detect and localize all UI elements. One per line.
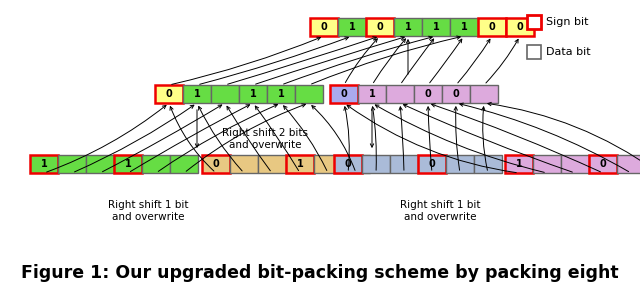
Bar — [334, 155, 362, 173]
Bar — [394, 18, 422, 36]
Bar — [86, 155, 114, 173]
Bar — [310, 18, 338, 36]
Bar — [505, 155, 533, 173]
Bar — [366, 18, 394, 36]
Bar — [533, 155, 561, 173]
Text: 0: 0 — [166, 89, 172, 99]
Bar — [386, 85, 414, 103]
Bar — [362, 155, 390, 173]
Bar — [114, 155, 142, 173]
Bar — [58, 155, 86, 173]
Bar — [202, 155, 230, 173]
Bar — [142, 155, 170, 173]
Text: 1: 1 — [516, 159, 522, 169]
Bar — [155, 85, 183, 103]
Bar — [358, 85, 386, 103]
Bar — [170, 155, 198, 173]
Bar — [617, 155, 640, 173]
Bar — [446, 155, 474, 173]
Bar — [442, 85, 470, 103]
Bar — [230, 155, 258, 173]
Bar — [470, 85, 498, 103]
Bar — [258, 155, 286, 173]
Text: 1: 1 — [404, 22, 412, 32]
Bar — [239, 85, 267, 103]
Text: 0: 0 — [340, 89, 348, 99]
Text: 1: 1 — [194, 89, 200, 99]
Bar — [418, 155, 446, 173]
Bar — [183, 85, 211, 103]
Text: 1: 1 — [125, 159, 131, 169]
Bar — [450, 18, 478, 36]
Text: Figure 1: Our upgraded bit-packing scheme by packing eight: Figure 1: Our upgraded bit-packing schem… — [21, 264, 619, 282]
Text: 1: 1 — [278, 89, 284, 99]
Text: 1: 1 — [369, 89, 376, 99]
Bar — [474, 155, 502, 173]
Bar — [286, 155, 314, 173]
Bar — [30, 155, 58, 173]
Text: 0: 0 — [376, 22, 383, 32]
Bar — [527, 45, 541, 59]
Text: 0: 0 — [321, 22, 328, 32]
Bar — [478, 18, 506, 36]
Text: Right shift 1 bit
and overwrite: Right shift 1 bit and overwrite — [108, 200, 188, 222]
Bar — [267, 85, 295, 103]
Text: 0: 0 — [424, 89, 431, 99]
Bar — [314, 155, 342, 173]
Bar — [506, 18, 534, 36]
Bar — [330, 85, 358, 103]
Text: 0: 0 — [212, 159, 220, 169]
Text: 0: 0 — [600, 159, 606, 169]
Text: 1: 1 — [250, 89, 257, 99]
Text: 0: 0 — [488, 22, 495, 32]
Text: 0: 0 — [429, 159, 435, 169]
Text: Sign bit: Sign bit — [546, 17, 589, 27]
Bar — [338, 18, 366, 36]
Text: 1: 1 — [40, 159, 47, 169]
Text: Right shift 1 bit
and overwrite: Right shift 1 bit and overwrite — [400, 200, 480, 222]
Text: Right shift 2 bits
and overwrite: Right shift 2 bits and overwrite — [222, 128, 308, 150]
Text: 1: 1 — [433, 22, 440, 32]
Bar — [527, 15, 541, 29]
Bar — [211, 85, 239, 103]
Bar — [589, 155, 617, 173]
Text: Data bit: Data bit — [546, 47, 591, 57]
Bar — [422, 18, 450, 36]
Bar — [342, 155, 370, 173]
Text: 0: 0 — [344, 159, 351, 169]
Bar — [390, 155, 418, 173]
Text: 1: 1 — [461, 22, 467, 32]
Text: 1: 1 — [349, 22, 355, 32]
Text: 1: 1 — [296, 159, 303, 169]
Text: 0: 0 — [452, 89, 460, 99]
Bar — [414, 85, 442, 103]
Bar — [295, 85, 323, 103]
Text: 0: 0 — [516, 22, 524, 32]
Bar — [561, 155, 589, 173]
